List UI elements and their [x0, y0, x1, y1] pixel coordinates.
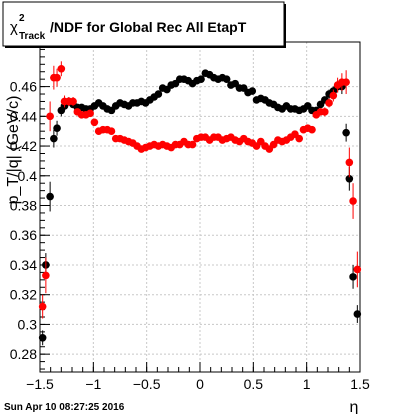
- data-point: [46, 192, 54, 201]
- data-point: [345, 158, 354, 167]
- y-tick-label: 0.32: [10, 287, 37, 303]
- y-tick-label: 0.42: [10, 138, 37, 154]
- data-point: [86, 109, 94, 118]
- y-tick-label: 0.46: [10, 79, 37, 95]
- title-subscript: Track: [19, 31, 46, 42]
- data-point: [42, 271, 50, 280]
- x-tick-label: −0.5: [133, 376, 161, 392]
- footer-timestamp: Sun Apr 10 08:27:25 2016: [4, 402, 125, 413]
- y-tick-label: 0.34: [10, 257, 37, 273]
- axis-ticks: −1.5 −1 −0.5 0 0.5 1 1.5 0.28 0.3 0.32 0.34 0.36 0.3…: [10, 48, 370, 392]
- data-point: [38, 302, 47, 311]
- data-point: [325, 99, 333, 107]
- data-point: [248, 87, 257, 95]
- x-tick-label: −1.5: [26, 376, 54, 392]
- data-point: [197, 75, 205, 83]
- data-point: [308, 125, 316, 134]
- title-box-shadow-bottom: [5, 46, 286, 48]
- data-point: [353, 265, 362, 274]
- data-point: [46, 112, 54, 121]
- data-point: [53, 124, 61, 133]
- data-point: [222, 75, 231, 83]
- data-point: [345, 174, 354, 183]
- data-point: [329, 91, 338, 100]
- data-point: [188, 140, 197, 149]
- x-tick-label: 1: [303, 376, 311, 392]
- title-box-shadow: [284, 4, 286, 48]
- x-axis-title: η: [350, 399, 359, 414]
- x-tick-label: 0: [196, 376, 204, 392]
- data-series: [38, 61, 362, 346]
- data-point: [107, 127, 116, 135]
- data-point: [295, 134, 304, 143]
- data-point: [50, 134, 58, 143]
- data-point: [342, 128, 350, 137]
- title-superscript: 2: [19, 13, 25, 24]
- x-tick-label: 1.5: [350, 376, 370, 392]
- data-point: [321, 108, 329, 116]
- data-point: [349, 197, 357, 205]
- data-point: [38, 334, 47, 342]
- y-tick-label: 0.44: [10, 108, 37, 124]
- data-point: [154, 90, 163, 98]
- title-chi: χ: [10, 19, 18, 36]
- y-axis-title: p_T/|q| (GeV/c): [5, 96, 22, 205]
- y-tick-label: 0.3: [18, 316, 38, 332]
- y-tick-label: 0.28: [10, 346, 37, 362]
- x-tick-label: −1: [85, 376, 101, 392]
- title-box-frame: [2, 1, 285, 47]
- title-main-text: /NDF for Global Rec All EtapT: [50, 19, 247, 35]
- data-point: [349, 273, 357, 281]
- x-tick-label: 0.5: [244, 376, 264, 392]
- grid-lines: [40, 42, 360, 372]
- y-tick-label: 0.38: [10, 198, 37, 214]
- data-point: [342, 78, 350, 86]
- series-red: [38, 61, 362, 319]
- data-point: [69, 97, 77, 106]
- y-tick-label: 0.4: [18, 168, 38, 184]
- data-point: [57, 64, 66, 73]
- y-tick-label: 0.36: [10, 227, 37, 243]
- data-point: [90, 118, 99, 127]
- data-point: [353, 310, 362, 318]
- data-point: [53, 73, 61, 82]
- title-box: χ 2 Track /NDF for Global Rec All EtapT: [2, 1, 286, 48]
